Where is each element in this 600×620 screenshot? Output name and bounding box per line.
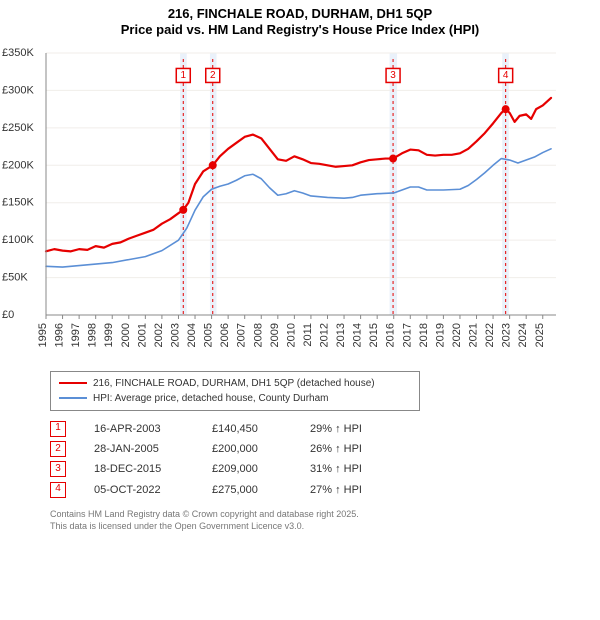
price-chart: £0 £50K £100K £150K £200K £250K £300K £350K 1995… — [0, 45, 600, 365]
svg-text:2025: 2025 — [534, 323, 546, 347]
svg-text:2024: 2024 — [517, 323, 529, 347]
svg-text:2014: 2014 — [352, 323, 364, 347]
sales-price: £140,450 — [212, 419, 282, 439]
svg-text:2023: 2023 — [501, 323, 513, 347]
sales-row: 3 18-DEC-2015 £209,000 31% ↑ HPI — [50, 459, 600, 479]
svg-text:2011: 2011 — [302, 323, 314, 347]
svg-text:2007: 2007 — [236, 323, 248, 347]
legend-label: 216, FINCHALE ROAD, DURHAM, DH1 5QP (det… — [93, 376, 375, 391]
svg-text:1998: 1998 — [87, 323, 99, 347]
svg-text:2006: 2006 — [219, 323, 231, 347]
svg-text:£50K: £50K — [2, 271, 28, 283]
svg-text:1996: 1996 — [54, 323, 66, 347]
svg-text:2000: 2000 — [120, 323, 132, 347]
footer: Contains HM Land Registry data © Crown c… — [50, 508, 600, 532]
sales-row: 2 28-JAN-2005 £200,000 26% ↑ HPI — [50, 439, 600, 459]
svg-text:2003: 2003 — [169, 323, 181, 347]
svg-text:2: 2 — [210, 69, 216, 80]
legend: 216, FINCHALE ROAD, DURHAM, DH1 5QP (det… — [50, 371, 420, 411]
title-line1: 216, FINCHALE ROAD, DURHAM, DH1 5QP — [0, 6, 600, 22]
svg-text:2005: 2005 — [203, 323, 215, 347]
svg-text:£150K: £150K — [2, 196, 34, 208]
legend-item: 216, FINCHALE ROAD, DURHAM, DH1 5QP (det… — [59, 376, 411, 391]
sales-date: 16-APR-2003 — [94, 419, 184, 439]
sales-marker: 4 — [50, 482, 66, 498]
sales-pct: 31% ↑ HPI — [310, 459, 390, 479]
svg-text:2001: 2001 — [136, 323, 148, 347]
svg-text:2015: 2015 — [368, 323, 380, 347]
sales-row: 1 16-APR-2003 £140,450 29% ↑ HPI — [50, 419, 600, 439]
sales-row: 4 05-OCT-2022 £275,000 27% ↑ HPI — [50, 480, 600, 500]
legend-label: HPI: Average price, detached house, Coun… — [93, 391, 329, 406]
legend-swatch — [59, 382, 87, 384]
page-title: 216, FINCHALE ROAD, DURHAM, DH1 5QP Pric… — [0, 0, 600, 39]
svg-text:2013: 2013 — [335, 323, 347, 347]
legend-swatch — [59, 397, 87, 399]
svg-text:2020: 2020 — [451, 323, 463, 347]
sales-date: 18-DEC-2015 — [94, 459, 184, 479]
svg-text:£100K: £100K — [2, 234, 34, 246]
sales-table: 1 16-APR-2003 £140,450 29% ↑ HPI 2 28-JAN-200… — [50, 419, 600, 500]
svg-text:1995: 1995 — [37, 323, 49, 347]
sales-price: £200,000 — [212, 439, 282, 459]
sales-pct: 26% ↑ HPI — [310, 439, 390, 459]
svg-text:£300K: £300K — [2, 84, 34, 96]
svg-text:2022: 2022 — [484, 322, 496, 346]
svg-text:3: 3 — [390, 69, 396, 80]
svg-text:2004: 2004 — [186, 323, 198, 347]
svg-text:2017: 2017 — [401, 323, 413, 347]
sales-date: 28-JAN-2005 — [94, 439, 184, 459]
svg-text:2012: 2012 — [318, 323, 330, 347]
svg-text:4: 4 — [503, 69, 509, 80]
svg-text:£200K: £200K — [2, 159, 34, 171]
svg-text:2018: 2018 — [418, 323, 430, 347]
svg-text:2019: 2019 — [434, 323, 446, 347]
svg-text:£0: £0 — [2, 309, 14, 321]
sales-pct: 29% ↑ HPI — [310, 419, 390, 439]
sales-pct: 27% ↑ HPI — [310, 480, 390, 500]
sales-price: £209,000 — [212, 459, 282, 479]
svg-text:1997: 1997 — [70, 323, 82, 347]
sales-date: 05-OCT-2022 — [94, 480, 184, 500]
sales-marker: 1 — [50, 421, 66, 437]
footer-line2: This data is licensed under the Open Gov… — [50, 520, 600, 532]
svg-text:2009: 2009 — [269, 323, 281, 347]
sales-price: £275,000 — [212, 480, 282, 500]
footer-line1: Contains HM Land Registry data © Crown c… — [50, 508, 600, 520]
svg-text:2008: 2008 — [252, 323, 264, 347]
svg-text:2002: 2002 — [153, 323, 165, 347]
chart-svg: £0 £50K £100K £150K £200K £250K £300K £350K 1995… — [0, 45, 560, 365]
svg-text:1: 1 — [180, 69, 186, 80]
legend-item: HPI: Average price, detached house, Coun… — [59, 391, 411, 406]
svg-text:2010: 2010 — [285, 323, 297, 347]
svg-text:£250K: £250K — [2, 121, 34, 133]
svg-text:2016: 2016 — [385, 323, 397, 347]
svg-text:2021: 2021 — [468, 323, 480, 347]
svg-text:1999: 1999 — [103, 323, 115, 347]
sales-marker: 3 — [50, 461, 66, 477]
title-line2: Price paid vs. HM Land Registry's House … — [0, 22, 600, 38]
sales-marker: 2 — [50, 441, 66, 457]
svg-text:£350K: £350K — [2, 47, 34, 59]
